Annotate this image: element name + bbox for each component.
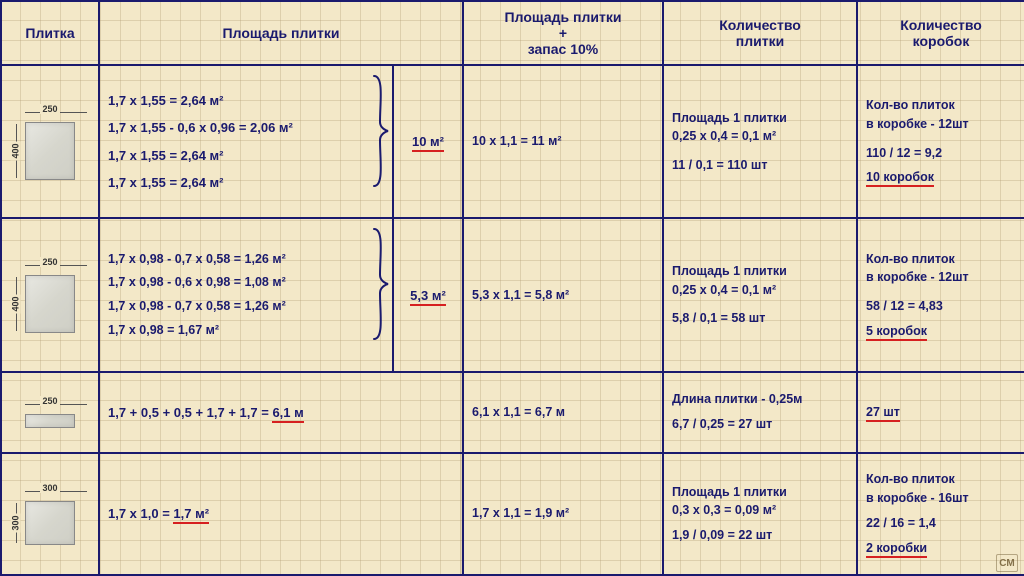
qty-boxes-sub: в коробке - 12шт xyxy=(866,268,1016,287)
table-row: 250 400 1,7 х 1,55 = 2,64 м² 1,7 х 1,55 … xyxy=(1,65,1024,218)
header-row: Плитка Площадь плитки Площадь плитки+зап… xyxy=(1,1,1024,65)
qty-boxes-result: 27 шт xyxy=(866,403,1016,422)
qty-tiles-calc: 1,9 / 0,09 = 22 шт xyxy=(672,526,848,545)
tile-rect xyxy=(25,414,89,428)
qty-boxes-result: 10 коробок xyxy=(866,168,1016,187)
qty-tiles-cell: Площадь 1 плитки 0,25 х 0,4 = 0,1 м² 11 … xyxy=(663,65,857,218)
qty-boxes-cell: 27 шт xyxy=(857,372,1024,453)
tile-rect xyxy=(25,122,89,180)
table-row: 250 400 1,7 х 0,98 - 0,7 х 0,58 = 1,26 м… xyxy=(1,218,1024,371)
header-qty-tiles: Количествоплитки xyxy=(663,1,857,65)
tile-sketch: 300 300 xyxy=(11,483,89,545)
area-cell: 1,7 х 1,0 = 1,7 м² xyxy=(99,453,463,575)
qty-tiles-cell: Площадь 1 плитки 0,25 х 0,4 = 0,1 м² 5,8… xyxy=(663,218,857,371)
table-row: 300 300 1,7 х 1,0 = 1,7 м² 1,7 х 1,1 = 1… xyxy=(1,453,1024,575)
curly-brace-icon xyxy=(372,225,390,343)
tile-width-dim: 300 xyxy=(11,483,89,499)
qty-boxes-cell: Кол-во плиток в коробке - 12шт 110 / 12 … xyxy=(857,65,1024,218)
qty-tiles-hdr: Длина плитки - 0,25м xyxy=(672,390,848,409)
tile-height-dim: 300 xyxy=(9,501,23,545)
qty-boxes-calc: 58 / 12 = 4,83 xyxy=(866,297,1016,316)
qty-boxes-hdr: Кол-во плиток xyxy=(866,96,1016,115)
qty-boxes-hdr: Кол-во плиток xyxy=(866,470,1016,489)
header-qty-boxes: Количествокоробок xyxy=(857,1,1024,65)
area-line: 1,7 х 0,98 - 0,7 х 0,58 = 1,26 м² xyxy=(108,248,384,272)
tile-cell: 300 300 xyxy=(1,453,99,575)
qty-boxes-sub: в коробке - 16шт xyxy=(866,489,1016,508)
tile-sketch: 250 400 xyxy=(11,257,89,333)
qty-tiles-hdr: Площадь 1 плитки xyxy=(672,483,848,502)
area-line-result: 6,1 м xyxy=(272,405,303,423)
tile-width-dim: 250 xyxy=(11,396,89,412)
tile-width-dim: 250 xyxy=(11,104,89,120)
tile-cell: 250 xyxy=(1,372,99,453)
area-line-prefix: 1,7 х 1,0 = xyxy=(108,506,173,521)
tile-width-dim: 250 xyxy=(11,257,89,273)
qty-boxes-cell: Кол-во плиток в коробке - 12шт 58 / 12 =… xyxy=(857,218,1024,371)
area-lines: 1,7 х 0,98 - 0,7 х 0,58 = 1,26 м² 1,7 х … xyxy=(108,248,384,343)
qty-boxes-hdr: Кол-во плиток xyxy=(866,250,1016,269)
qty-tiles-sub: 0,3 х 0,3 = 0,09 м² xyxy=(672,501,848,520)
area-cell: 1,7 + 0,5 + 0,5 + 1,7 + 1,7 = 6,1 м xyxy=(99,372,463,453)
tile-height-dim: 400 xyxy=(9,275,23,333)
qty-tiles-sub: 0,25 х 0,4 = 0,1 м² xyxy=(672,127,848,146)
qty-tiles-calc: 5,8 / 0,1 = 58 шт xyxy=(672,309,848,328)
qty-tiles-calc: 11 / 0,1 = 110 шт xyxy=(672,156,848,175)
margin-cell: 6,1 х 1,1 = 6,7 м xyxy=(463,372,663,453)
header-area-margin: Площадь плитки+запас 10% xyxy=(463,1,663,65)
margin-cell: 1,7 х 1,1 = 1,9 м² xyxy=(463,453,663,575)
area-line: 1,7 х 0,98 = 1,67 м² xyxy=(108,319,384,343)
margin-calc: 5,3 х 1,1 = 5,8 м² xyxy=(472,286,654,305)
header-area-margin-line1: Площадь плитки xyxy=(505,9,622,25)
tile-cell: 250 400 xyxy=(1,65,99,218)
area-line: 1,7 х 1,55 = 2,64 м² xyxy=(108,169,384,196)
tile-sketch: 250 xyxy=(11,396,89,428)
tile-cell: 250 400 xyxy=(1,218,99,371)
qty-boxes-calc: 22 / 16 = 1,4 xyxy=(866,514,1016,533)
tile-rect xyxy=(25,501,89,545)
tile-sketch: 250 400 xyxy=(11,104,89,180)
area-sum: 5,3 м² xyxy=(410,288,446,306)
area-line: 1,7 х 1,55 - 0,6 х 0,96 = 2,06 м² xyxy=(108,114,384,141)
margin-calc: 1,7 х 1,1 = 1,9 м² xyxy=(472,504,654,523)
area-line: 1,7 х 0,98 - 0,6 х 0,98 = 1,08 м² xyxy=(108,271,384,295)
qty-tiles-sub: 0,25 х 0,4 = 0,1 м² xyxy=(672,281,848,300)
qty-tiles-cell: Площадь 1 плитки 0,3 х 0,3 = 0,09 м² 1,9… xyxy=(663,453,857,575)
margin-calc: 6,1 х 1,1 = 6,7 м xyxy=(472,403,654,422)
area-cell: 1,7 х 0,98 - 0,7 х 0,58 = 1,26 м² 1,7 х … xyxy=(99,218,393,371)
area-sum: 10 м² xyxy=(412,134,444,152)
area-line-prefix: 1,7 + 0,5 + 0,5 + 1,7 + 1,7 = xyxy=(108,405,272,420)
qty-tiles-calc: 6,7 / 0,25 = 27 шт xyxy=(672,415,848,434)
area-line: 1,7 х 1,55 = 2,64 м² xyxy=(108,142,384,169)
qty-tiles-hdr: Площадь 1 плитки xyxy=(672,109,848,128)
qty-boxes-sub: в коробке - 12шт xyxy=(866,115,1016,134)
qty-boxes-calc: 110 / 12 = 9,2 xyxy=(866,144,1016,163)
qty-tiles-cell: Длина плитки - 0,25м 6,7 / 0,25 = 27 шт xyxy=(663,372,857,453)
margin-cell: 10 х 1,1 = 11 м² xyxy=(463,65,663,218)
header-area: Площадь плитки xyxy=(99,1,463,65)
qty-boxes-result: 5 коробок xyxy=(866,322,1016,341)
area-sum-cell: 5,3 м² xyxy=(393,218,463,371)
curly-brace-icon xyxy=(372,72,390,190)
tile-rect xyxy=(25,275,89,333)
table-row: 250 1,7 + 0,5 + 0,5 + 1,7 + 1,7 = 6,1 м … xyxy=(1,372,1024,453)
area-lines: 1,7 х 1,55 = 2,64 м² 1,7 х 1,55 - 0,6 х … xyxy=(108,87,384,196)
tile-height-dim: 400 xyxy=(9,122,23,180)
header-area-margin-line2: запас 10% xyxy=(528,41,599,57)
margin-calc: 10 х 1,1 = 11 м² xyxy=(472,132,654,151)
area-sum-cell: 10 м² xyxy=(393,65,463,218)
tile-calculation-table: Плитка Площадь плитки Площадь плитки+зап… xyxy=(0,0,1024,576)
area-line: 1,7 х 0,98 - 0,7 х 0,58 = 1,26 м² xyxy=(108,295,384,319)
header-tile: Плитка xyxy=(1,1,99,65)
qty-tiles-hdr: Площадь 1 плитки xyxy=(672,262,848,281)
margin-cell: 5,3 х 1,1 = 5,8 м² xyxy=(463,218,663,371)
watermark-badge: СМ xyxy=(996,554,1018,572)
area-line-result: 1,7 м² xyxy=(173,506,209,524)
area-line: 1,7 х 1,55 = 2,64 м² xyxy=(108,87,384,114)
qty-boxes-result: 2 коробки xyxy=(866,539,1016,558)
area-cell: 1,7 х 1,55 = 2,64 м² 1,7 х 1,55 - 0,6 х … xyxy=(99,65,393,218)
